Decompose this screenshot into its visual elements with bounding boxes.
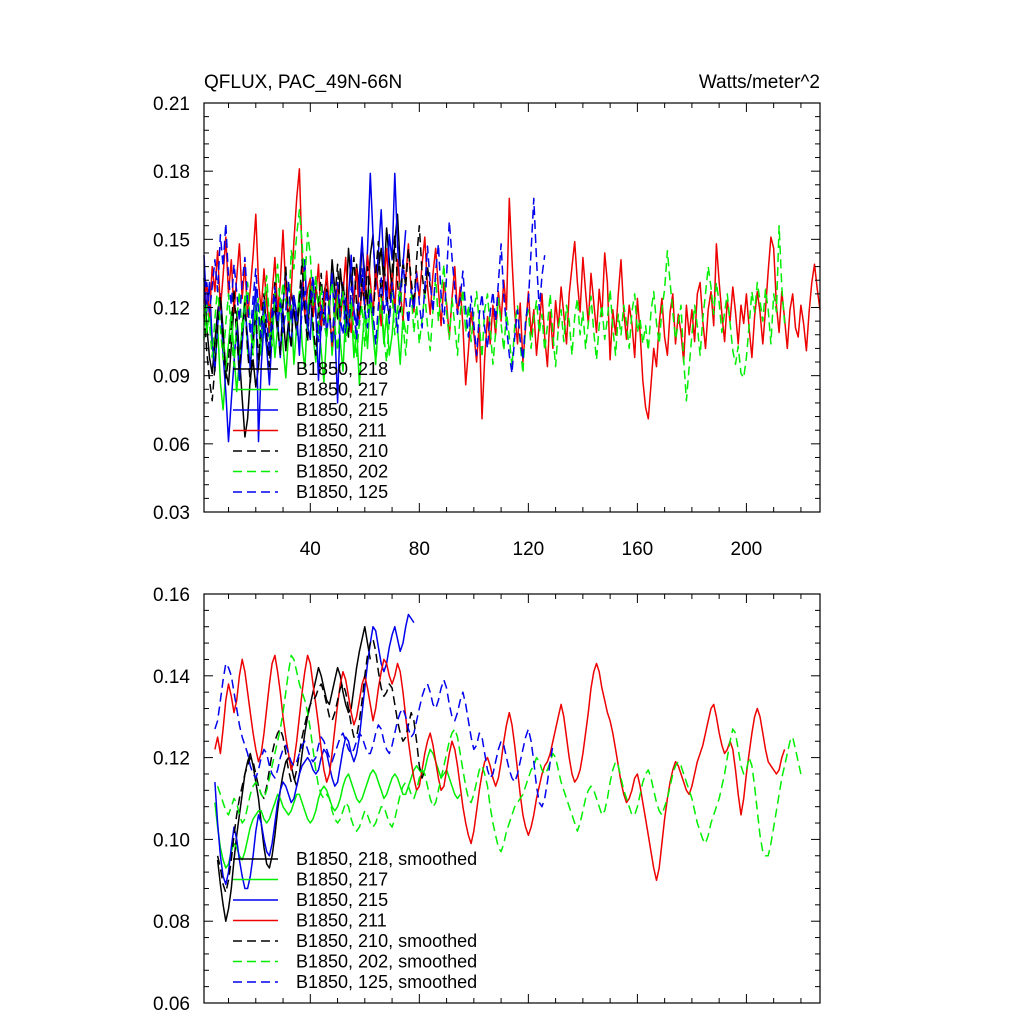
bottom-legend-label: B1850, 217: [296, 870, 388, 890]
bottom-series-line-b1850-217: [214, 748, 461, 869]
top-series-line-b1850-202: [203, 209, 786, 402]
top-y-tick-label: 0.12: [153, 299, 190, 320]
top-y-tick-label: 0.03: [153, 503, 190, 524]
top-y-tick-label: 0.06: [153, 435, 190, 456]
bottom-y-tick-label: 0.08: [153, 912, 190, 933]
top-legend-label: B1850, 215: [296, 400, 388, 420]
bottom-legend-label: B1850, 125, smoothed: [296, 972, 477, 992]
bottom-y-tick-label: 0.06: [153, 994, 190, 1015]
top-y-tick-label: 0.21: [153, 94, 190, 115]
bottom-legend-label: B1850, 211: [296, 911, 387, 931]
top-legend-label: B1850, 210: [296, 441, 388, 461]
bottom-y-tick-label: 0.14: [153, 667, 190, 688]
bottom-series-line-b1850-125-smoothed: [214, 662, 554, 808]
top-series-line-b1850-211: [203, 168, 821, 420]
bottom-y-tick-label: 0.16: [153, 585, 190, 606]
top-x-tick-label: 40: [300, 539, 321, 560]
bottom-legend-label: B1850, 202, smoothed: [296, 952, 477, 972]
top-y-tick-label: 0.15: [153, 230, 190, 251]
bottom-legend-label: B1850, 218, smoothed: [296, 849, 477, 869]
bottom-chart-panel: 0.06 0.08 0.10 0.12 0.14 0.16 B1850, 218, smoo…: [153, 585, 821, 1015]
top-y-tick-label: 0.18: [153, 162, 190, 183]
top-series-line-b1850-125: [203, 197, 546, 375]
bottom-legend-label: B1850, 215: [296, 890, 388, 910]
bottom-y-tick-label: 0.12: [153, 749, 190, 770]
bottom-plot-frame: [203, 593, 821, 1004]
top-legend-label: B1850, 202: [296, 462, 388, 482]
top-legend-label: B1850, 217: [296, 380, 388, 400]
bottom-series-line-b1850-202-smoothed: [216, 654, 802, 857]
top-x-tick-label: 160: [622, 539, 654, 560]
bottom-series-line-b1850-218-smoothed: [216, 625, 372, 922]
top-legend-label: B1850, 211: [296, 421, 387, 441]
bottom-series-line-b1850-215: [214, 613, 415, 890]
bottom-series-line-b1850-210-smoothed: [216, 638, 426, 894]
bottom-y-tick-label: 0.10: [153, 830, 190, 851]
top-chart-title-left: QFLUX, PAC_49N-66N: [204, 72, 402, 93]
top-legend-label: B1850, 125: [296, 482, 388, 502]
top-x-tick-label: 80: [409, 539, 430, 560]
top-x-tick-label: 120: [513, 539, 545, 560]
bottom-legend-label: B1850, 210, smoothed: [296, 931, 477, 951]
top-x-tick-label: 200: [731, 539, 763, 560]
top-legend-label: B1850, 218: [296, 359, 388, 379]
top-chart-panel: QFLUX, PAC_49N-66N Watts/meter^2 0.03 0.0…: [153, 72, 821, 560]
top-y-tick-label: 0.09: [153, 367, 190, 388]
top-series-line-b1850-215: [203, 172, 407, 443]
top-chart-title-right: Watts/meter^2: [699, 72, 820, 93]
